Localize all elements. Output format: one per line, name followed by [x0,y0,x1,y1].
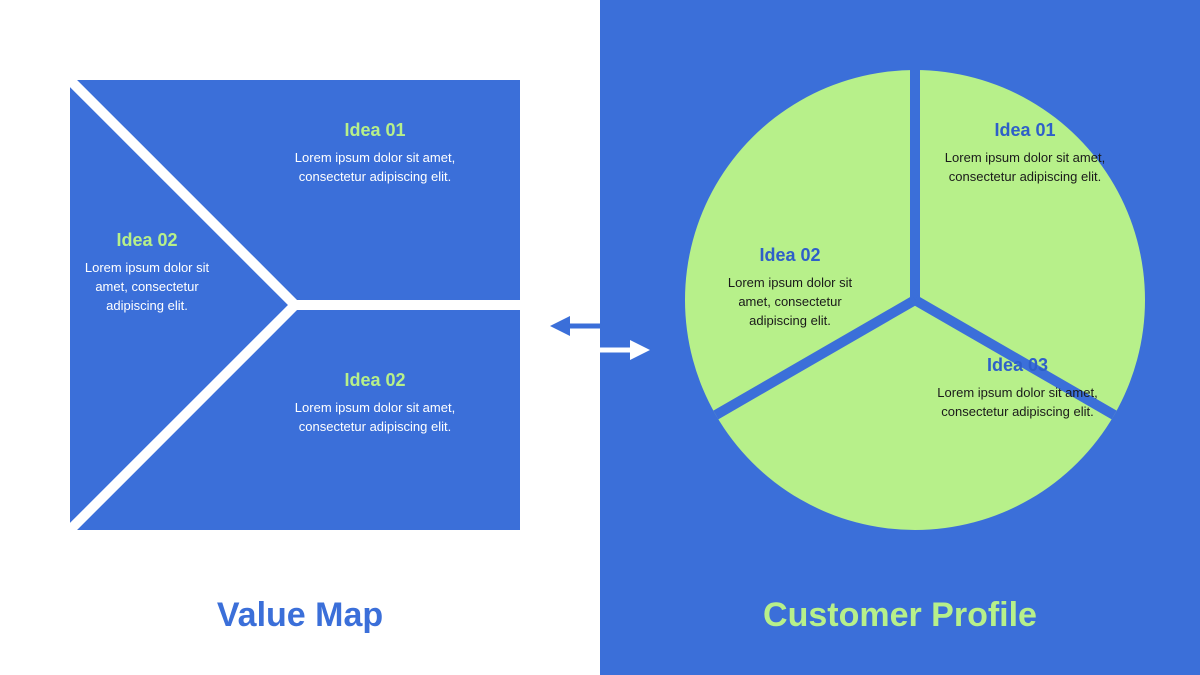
value-map-panel: Idea 01 Lorem ipsum dolor sit amet, cons… [0,0,600,675]
circle-seg3-body: Lorem ipsum dolor sit amet, consectetur … [905,384,1130,422]
square-seg3-title: Idea 02 [260,370,490,391]
arrow-right-icon [570,340,650,360]
square-seg3-label: Idea 02 Lorem ipsum dolor sit amet, cons… [260,370,490,437]
circle-seg2-label: Idea 02 Lorem ipsum dolor sit amet, cons… [710,245,870,331]
square-seg1-label: Idea 01 Lorem ipsum dolor sit amet, cons… [260,120,490,187]
customer-profile-panel: Idea 01 Lorem ipsum dolor sit amet, cons… [600,0,1200,675]
connector-arrows [540,298,660,378]
value-map-square: Idea 01 Lorem ipsum dolor sit amet, cons… [70,80,520,530]
square-seg2-title: Idea 02 [82,230,212,251]
circle-seg1-body: Lorem ipsum dolor sit amet, consectetur … [910,149,1140,187]
arrow-left-icon [550,316,630,336]
circle-seg1-label: Idea 01 Lorem ipsum dolor sit amet, cons… [910,120,1140,187]
circle-seg1-title: Idea 01 [910,120,1140,141]
circle-seg3-label: Idea 03 Lorem ipsum dolor sit amet, cons… [905,355,1130,422]
slide-container: Idea 01 Lorem ipsum dolor sit amet, cons… [0,0,1200,675]
square-seg3-body: Lorem ipsum dolor sit amet, consectetur … [260,399,490,437]
square-seg2-body: Lorem ipsum dolor sit amet, consectetur … [82,259,212,316]
circle-seg2-body: Lorem ipsum dolor sit amet, consectetur … [710,274,870,331]
circle-seg2-title: Idea 02 [710,245,870,266]
square-seg1-title: Idea 01 [260,120,490,141]
value-map-title: Value Map [0,596,600,635]
customer-profile-title: Customer Profile [600,596,1200,635]
square-seg1-body: Lorem ipsum dolor sit amet, consectetur … [260,149,490,187]
square-seg2-label: Idea 02 Lorem ipsum dolor sit amet, cons… [82,230,212,316]
circle-seg3-title: Idea 03 [905,355,1130,376]
customer-profile-circle: Idea 01 Lorem ipsum dolor sit amet, cons… [675,60,1155,540]
